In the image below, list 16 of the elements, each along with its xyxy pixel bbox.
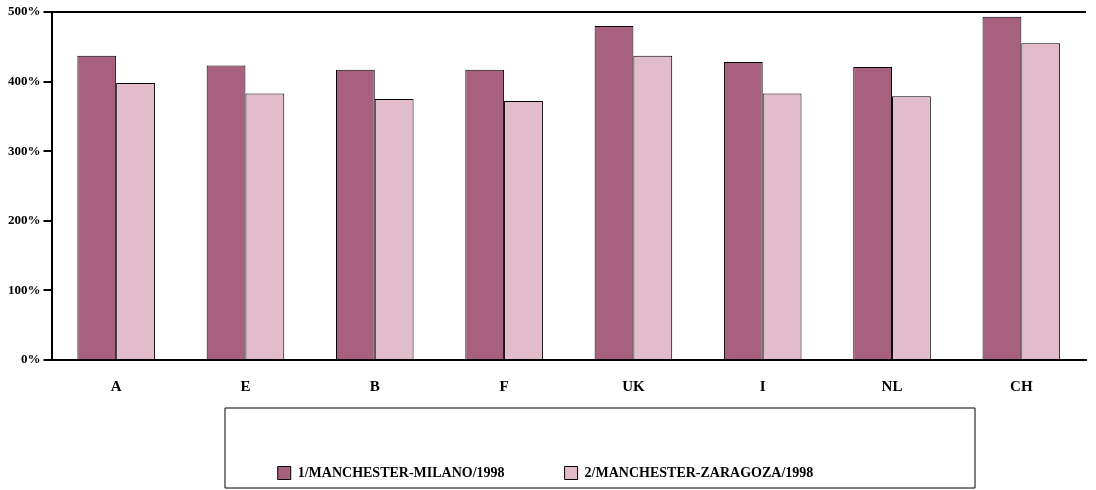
y-tick-label: 500% xyxy=(8,3,41,19)
x-tick-label: UK xyxy=(622,377,645,394)
x-tick-label: E xyxy=(240,377,251,394)
x-tick-label: I xyxy=(759,377,766,394)
y-tick-label: 200% xyxy=(8,212,41,228)
x-tick-label: NL xyxy=(881,377,903,394)
legend-label: 2/MANCHESTER-ZARAGOZA/1998 xyxy=(584,464,814,480)
y-tick-label: 100% xyxy=(8,281,41,297)
y-tick-label: 400% xyxy=(8,72,41,88)
x-tick-label: F xyxy=(499,377,509,394)
x-tick-label: A xyxy=(110,377,122,394)
legend-label: 1/MANCHESTER-MILANO/1998 xyxy=(297,464,505,480)
x-tick-label: B xyxy=(369,377,380,394)
x-tick-label: CH xyxy=(1010,377,1033,394)
y-tick-label: 300% xyxy=(8,142,41,158)
y-tick-label: 0% xyxy=(21,351,41,367)
